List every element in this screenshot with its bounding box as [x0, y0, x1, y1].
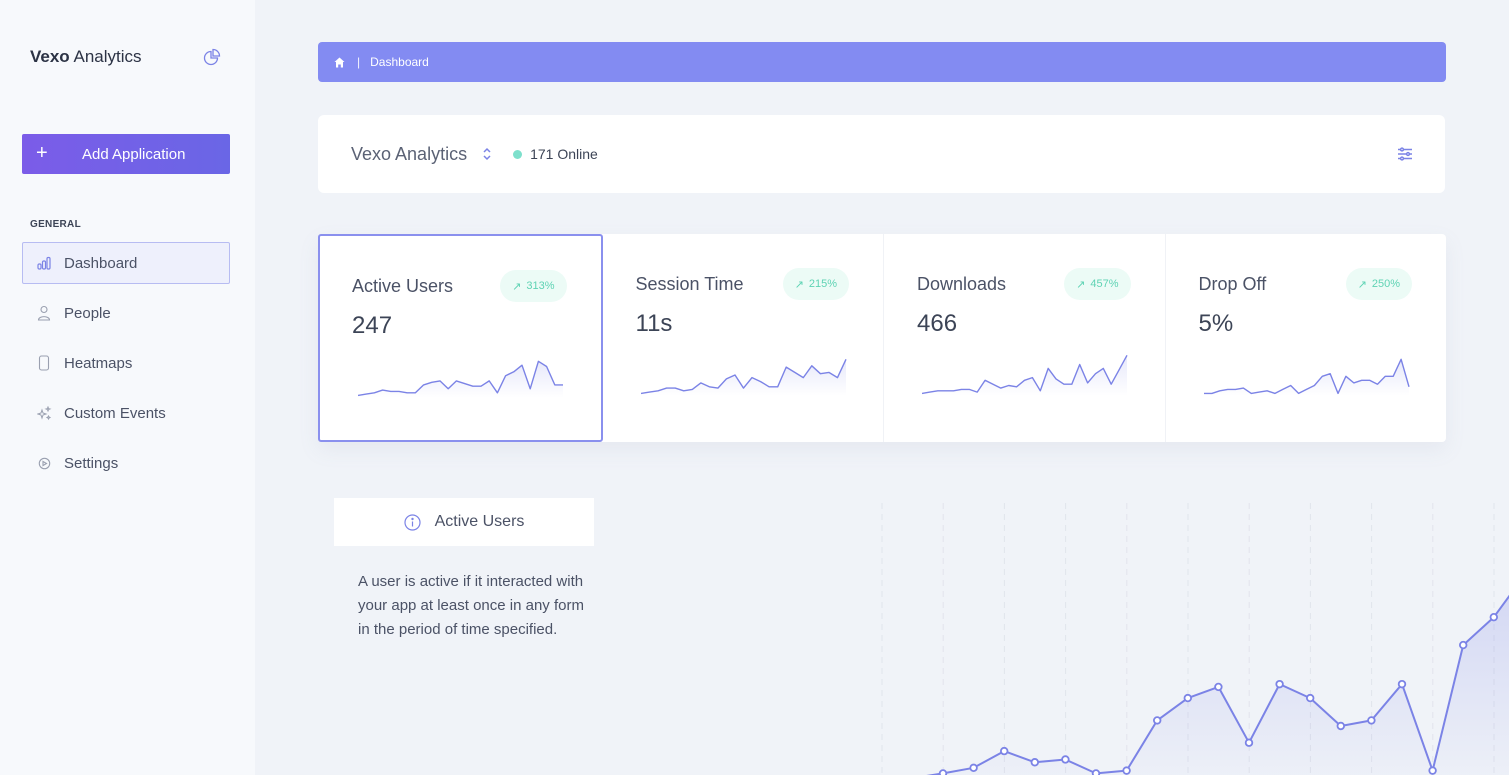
- sidebar-nav: Dashboard People Heatmaps Custom Events …: [22, 242, 230, 492]
- phone-icon: [36, 355, 52, 371]
- metric-cards: Active Users ↗ 313% 247 Session Time ↗ 215…: [318, 234, 1446, 442]
- app-name[interactable]: Vexo Analytics: [351, 143, 468, 164]
- online-status-dot: [513, 149, 523, 159]
- change-value: 250%: [1371, 278, 1400, 290]
- data-point[interactable]: [1030, 758, 1039, 767]
- sparkline-chart: [922, 354, 1128, 396]
- data-point[interactable]: [1214, 682, 1223, 692]
- brand-logo[interactable]: Vexo Analytics: [30, 47, 142, 67]
- breadcrumb-separator: |: [357, 55, 361, 69]
- change-badge: ↗ 457%: [1064, 268, 1131, 300]
- section-label-general: GENERAL: [30, 219, 81, 230]
- home-icon[interactable]: [334, 57, 345, 68]
- data-point[interactable]: [1122, 766, 1131, 775]
- breadcrumb: | Dashboard: [318, 42, 1446, 82]
- metric-value: 5%: [1198, 310, 1234, 337]
- metric-info-tab[interactable]: Active Users: [334, 498, 594, 546]
- metric-title: Active Users: [352, 276, 454, 296]
- data-point[interactable]: [1459, 640, 1468, 650]
- change-badge: ↗ 250%: [1345, 268, 1412, 300]
- change-value: 457%: [1090, 278, 1119, 290]
- trend-up-icon: ↗: [512, 280, 522, 293]
- bar-chart-icon: [36, 255, 52, 271]
- metric-info-title: Active Users: [434, 513, 525, 530]
- metric-card-downloads[interactable]: Downloads ↗ 457% 466: [884, 234, 1166, 442]
- data-point[interactable]: [1091, 769, 1101, 775]
- sidebar-item-people[interactable]: People: [22, 292, 230, 334]
- pie-chart-icon[interactable]: [203, 48, 221, 66]
- app-selector-bar: Vexo Analytics 171 Online: [318, 115, 1445, 193]
- sidebar-item-label: People: [64, 304, 111, 322]
- change-value: 215%: [808, 278, 837, 290]
- data-point[interactable]: [1244, 738, 1254, 747]
- sidebar-item-settings[interactable]: Settings: [22, 442, 230, 484]
- change-badge: ↗ 215%: [782, 268, 849, 300]
- brand-name-bold: Vexo: [30, 47, 70, 66]
- sidebar-item-heatmaps[interactable]: Heatmaps: [22, 342, 230, 384]
- metric-description: A user is active if it interacted with y…: [358, 573, 584, 638]
- settings-icon: [36, 455, 52, 471]
- metric-value: 466: [917, 310, 958, 337]
- sidebar-item-dashboard[interactable]: Dashboard: [22, 242, 230, 284]
- sidebar-item-custom-events[interactable]: Custom Events: [22, 392, 230, 434]
- add-application-button[interactable]: + Add Application: [22, 134, 230, 174]
- main-content: | Dashboard Vexo Analytics 171 Online Ac…: [255, 0, 1509, 775]
- data-point[interactable]: [1336, 721, 1345, 731]
- plus-icon: +: [36, 142, 48, 164]
- metric-card-active-users[interactable]: Active Users ↗ 313% 247: [318, 234, 603, 442]
- data-point[interactable]: [1306, 693, 1315, 703]
- sparkles-icon: [36, 405, 52, 421]
- metric-title: Session Time: [635, 274, 744, 294]
- metric-card-drop-off[interactable]: Drop Off ↗ 250% 5%: [1166, 234, 1447, 442]
- metric-value: 247: [352, 312, 393, 339]
- sidebar-item-label: Custom Events: [64, 404, 166, 422]
- sidebar: Vexo Analytics + Add Application GENERAL…: [0, 0, 255, 775]
- sidebar-item-label: Heatmaps: [64, 354, 133, 372]
- data-point[interactable]: [1489, 612, 1498, 622]
- breadcrumb-current[interactable]: Dashboard: [370, 55, 429, 69]
- sparkline-chart: [640, 359, 847, 396]
- add-application-label: Add Application: [82, 145, 186, 163]
- metric-card-session-time[interactable]: Session Time ↗ 215% 11s: [603, 234, 884, 442]
- chevron-up-down-icon[interactable]: [481, 146, 493, 162]
- sliders-icon[interactable]: [1397, 146, 1413, 162]
- data-point[interactable]: [1000, 746, 1009, 756]
- data-point[interactable]: [1183, 693, 1192, 703]
- data-point[interactable]: [1367, 716, 1376, 725]
- metric-title: Drop Off: [1198, 274, 1267, 294]
- metric-value: 11s: [635, 310, 673, 337]
- trend-up-icon: ↗: [1076, 278, 1086, 291]
- trend-up-icon: ↗: [794, 278, 804, 291]
- sparkline-chart: [358, 360, 563, 398]
- data-point[interactable]: [1397, 679, 1407, 689]
- metric-title: Downloads: [917, 274, 1007, 294]
- data-point[interactable]: [1428, 766, 1437, 775]
- sidebar-item-label: Settings: [64, 454, 119, 472]
- change-value: 313%: [526, 280, 555, 292]
- info-icon: [403, 513, 421, 531]
- data-point[interactable]: [1061, 755, 1070, 764]
- brand-name-rest: Analytics: [69, 47, 142, 66]
- user-icon: [36, 305, 52, 321]
- active-users-line-chart[interactable]: [615, 498, 1509, 775]
- trend-up-icon: ↗: [1357, 278, 1367, 291]
- online-count: 171 Online: [530, 146, 598, 162]
- sparkline-chart: [1203, 358, 1410, 396]
- data-point[interactable]: [1153, 716, 1162, 725]
- data-point[interactable]: [969, 763, 978, 773]
- sidebar-item-label: Dashboard: [64, 254, 138, 272]
- data-point[interactable]: [938, 769, 948, 775]
- change-badge: ↗ 313%: [500, 270, 567, 302]
- data-point[interactable]: [1275, 679, 1284, 689]
